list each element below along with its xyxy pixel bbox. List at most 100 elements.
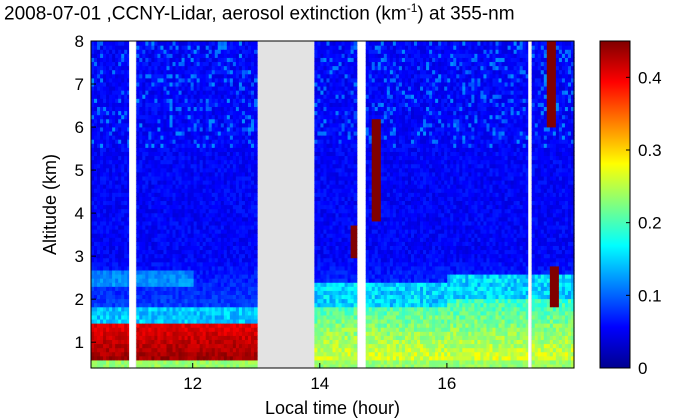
heatmap-cell	[136, 355, 140, 361]
heatmap-cell	[100, 233, 104, 238]
heatmap-cell	[181, 188, 186, 193]
heatmap-cell	[220, 77, 225, 83]
heatmap-cell	[100, 327, 104, 332]
heatmap-cell	[241, 220, 246, 226]
heatmap-cell	[317, 208, 322, 214]
heatmap-cell	[151, 188, 155, 193]
heatmap-cell	[112, 49, 116, 54]
heatmap-cell	[91, 282, 95, 287]
heatmap-cell	[160, 85, 165, 91]
heatmap-cell	[124, 323, 128, 328]
heatmap-cell	[157, 167, 162, 173]
heatmap-cell	[214, 98, 219, 103]
heatmap-cell	[190, 265, 195, 271]
heatmap-cell	[196, 278, 201, 283]
heatmap-cell	[142, 118, 146, 124]
heatmap-cell	[148, 327, 152, 332]
heatmap-cell	[94, 184, 98, 189]
heatmap-cell	[314, 65, 319, 71]
heatmap-cell	[112, 147, 116, 152]
heatmap-cell	[112, 139, 116, 144]
heatmap-cell	[199, 61, 204, 67]
heatmap-cell	[112, 327, 116, 332]
heatmap-cell	[211, 122, 216, 128]
heatmap-cell	[148, 53, 152, 58]
heatmap-cell	[166, 363, 171, 369]
heatmap-cell	[145, 298, 149, 304]
heatmap-cell	[229, 49, 234, 54]
heatmap-cell	[136, 237, 140, 242]
heatmap-cell	[217, 343, 222, 349]
heatmap-cell	[235, 327, 240, 332]
heatmap-cell	[172, 310, 177, 316]
heatmap-cell	[329, 45, 334, 50]
heatmap-cell	[338, 359, 343, 365]
heatmap-cell	[139, 102, 143, 107]
heatmap-cell	[323, 216, 328, 222]
heatmap-cell	[232, 184, 237, 189]
heatmap-cell	[145, 229, 149, 234]
heatmap-cell	[118, 335, 122, 340]
heatmap-cell	[232, 286, 237, 291]
heatmap-cell	[142, 269, 146, 275]
heatmap-cell	[100, 139, 104, 144]
heatmap-cell	[220, 130, 225, 136]
heatmap-cell	[163, 220, 168, 226]
heatmap-cell	[106, 343, 110, 349]
heatmap-cell	[241, 184, 246, 189]
heatmap-cell	[232, 343, 237, 349]
heatmap-cell	[169, 212, 174, 218]
heatmap-cell	[208, 41, 213, 46]
heatmap-cell	[118, 57, 122, 63]
heatmap-cell	[103, 122, 107, 128]
heatmap-cell	[118, 200, 122, 206]
heatmap-cell	[229, 151, 234, 157]
heatmap-cell	[181, 310, 186, 316]
heatmap-cell	[172, 102, 177, 107]
heatmap-cell	[160, 355, 165, 361]
heatmap-cell	[100, 212, 104, 218]
heatmap-cell	[190, 114, 195, 120]
heatmap-cell	[139, 53, 143, 58]
heatmap-cell	[181, 167, 186, 173]
heatmap-cell	[160, 81, 165, 87]
heatmap-cell	[163, 269, 168, 275]
heatmap-cell	[94, 237, 98, 242]
heatmap-cell	[118, 216, 122, 222]
heatmap-cell	[154, 327, 159, 332]
heatmap-cell	[208, 282, 213, 287]
heatmap-cell	[320, 347, 325, 353]
heatmap-cell	[232, 318, 237, 324]
heatmap-cell	[220, 106, 225, 112]
heatmap-cell	[118, 81, 122, 87]
heatmap-cell	[139, 200, 143, 206]
heatmap-cell	[208, 118, 213, 124]
heatmap-cell	[169, 159, 174, 165]
heatmap-cell	[178, 282, 183, 287]
heatmap-cell	[181, 196, 186, 202]
heatmap-cell	[220, 110, 225, 116]
heatmap-cell	[106, 167, 110, 173]
heatmap-cell	[220, 126, 225, 132]
heatmap-cell	[238, 49, 243, 54]
heatmap-cell	[169, 188, 174, 193]
heatmap-cell	[205, 106, 210, 112]
heatmap-cell	[190, 343, 195, 349]
heatmap-cell	[163, 302, 168, 308]
heatmap-cell	[163, 167, 168, 173]
heatmap-cell	[193, 184, 198, 189]
heatmap-cell	[154, 57, 159, 63]
heatmap-cell	[127, 343, 131, 349]
heatmap-cell	[97, 294, 101, 300]
heatmap-cell	[124, 200, 128, 206]
heatmap-cell	[232, 265, 237, 271]
heatmap-cell	[329, 179, 334, 185]
heatmap-cell	[142, 77, 146, 83]
heatmap-cell	[181, 249, 186, 255]
heatmap-cell	[145, 278, 149, 283]
heatmap-cell	[97, 126, 101, 132]
heatmap-cell	[112, 355, 116, 361]
heatmap-cell	[332, 114, 337, 120]
heatmap-cell	[157, 41, 162, 46]
heatmap-cell	[326, 339, 331, 345]
